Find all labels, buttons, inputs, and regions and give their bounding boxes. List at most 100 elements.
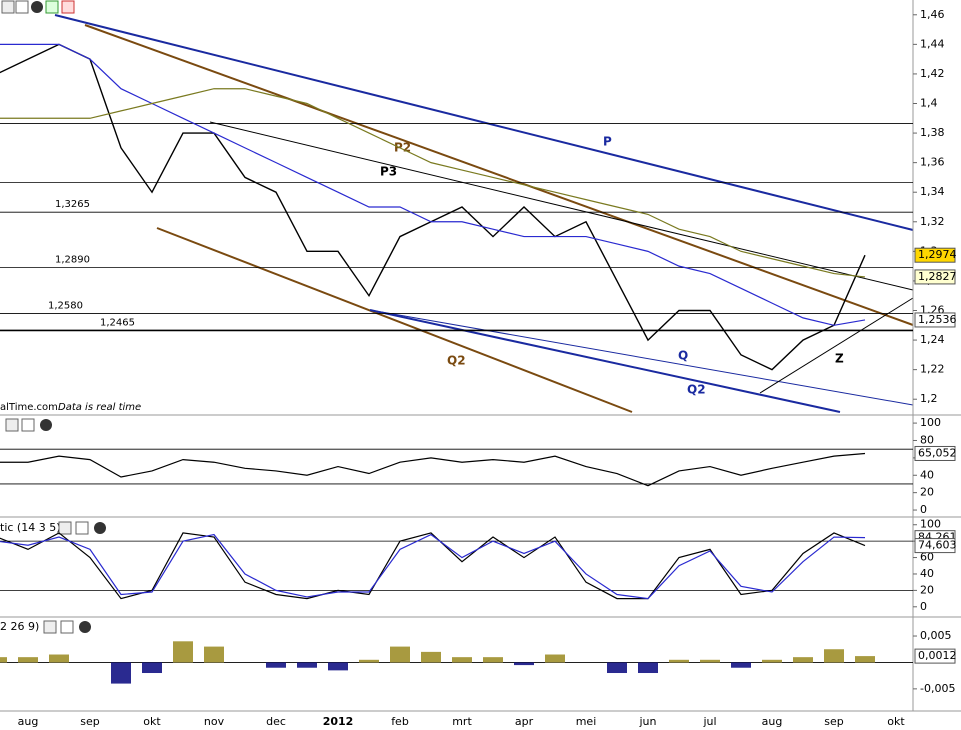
series-line xyxy=(0,43,866,326)
y-tick-label: -0,005 xyxy=(920,682,955,695)
bar xyxy=(328,662,348,671)
icon-window[interactable] xyxy=(21,418,35,432)
icon-wrench[interactable] xyxy=(5,418,19,432)
icon-close[interactable] xyxy=(79,621,91,633)
bar xyxy=(49,654,69,663)
y-tick-label: 100 xyxy=(920,416,941,429)
bar xyxy=(731,662,751,668)
icon-wrench[interactable] xyxy=(58,521,72,535)
y-tick-label: 1,2 xyxy=(920,392,938,405)
x-tick-label: sep xyxy=(824,715,843,728)
level-label: 1,2890 xyxy=(55,255,90,266)
bar xyxy=(111,662,131,684)
y-tick-label: 1,46 xyxy=(920,8,945,21)
toolbar[interactable] xyxy=(1,0,106,634)
y-tick-label: 100 xyxy=(920,518,941,531)
bar xyxy=(607,662,627,674)
y-tick-label: 1,36 xyxy=(920,156,945,169)
x-tick-label: sep xyxy=(80,715,99,728)
x-tick-label: okt xyxy=(143,715,161,728)
level-label: 1,2580 xyxy=(48,300,83,311)
y-tick-label: 1,44 xyxy=(920,37,945,50)
axis-tag-label: 1,2974 xyxy=(918,248,957,261)
x-tick-label: nov xyxy=(204,715,225,728)
y-tick-label: 0 xyxy=(920,600,927,613)
trend-line-p xyxy=(54,14,914,231)
axis-tag xyxy=(914,269,956,285)
trend-lines xyxy=(54,14,914,413)
axis-tag xyxy=(914,538,956,554)
annotation: Z xyxy=(835,352,844,366)
trend-line-q xyxy=(369,309,914,406)
axis-tag xyxy=(914,312,956,328)
y-tick-label: 1,32 xyxy=(920,215,945,228)
series-line xyxy=(0,88,866,278)
x-tick-label: dec xyxy=(266,715,286,728)
bar xyxy=(452,657,472,663)
icon-close[interactable] xyxy=(40,419,52,431)
icon-window[interactable] xyxy=(75,521,89,535)
bar xyxy=(700,659,720,663)
icon-up[interactable] xyxy=(45,0,59,14)
bar xyxy=(638,662,658,674)
icon-down[interactable] xyxy=(61,0,75,14)
icon-wrench[interactable] xyxy=(1,0,15,14)
bar xyxy=(18,657,38,663)
y-tick-label: 1,42 xyxy=(920,67,945,80)
trend-line-p2 xyxy=(84,24,914,326)
bar xyxy=(297,662,317,668)
x-tick-label: aug xyxy=(762,715,783,728)
y-tick-label: 1,4 xyxy=(920,97,938,110)
x-tick-label: jun xyxy=(639,715,657,728)
y-tick-label: 20 xyxy=(920,583,934,596)
bar xyxy=(0,657,7,663)
y-tick-label: 1,38 xyxy=(920,126,945,139)
x-tick-label: mei xyxy=(576,715,597,728)
axis-tag xyxy=(914,445,956,461)
bar xyxy=(204,646,224,663)
x-tick-label: okt xyxy=(887,715,905,728)
x-tick-label: apr xyxy=(515,715,534,728)
bar xyxy=(390,646,410,663)
y-tick-label: 1,34 xyxy=(920,185,945,198)
icon-wrench[interactable] xyxy=(43,620,57,634)
y-tick-label: 1,22 xyxy=(920,363,945,376)
annotation: P xyxy=(603,135,612,149)
y-tick-label: 1,24 xyxy=(920,333,945,346)
bar xyxy=(266,662,286,668)
x-tick-label: aug xyxy=(18,715,39,728)
icon-window[interactable] xyxy=(60,620,74,634)
bar xyxy=(359,659,379,663)
note: Data is real time xyxy=(58,402,141,413)
axis-tag-label: 74,603 xyxy=(918,539,957,552)
x-tick-label: feb xyxy=(391,715,409,728)
icon-close[interactable] xyxy=(31,1,43,13)
bar xyxy=(669,659,689,663)
annotation: Q xyxy=(678,349,688,363)
icon-window[interactable] xyxy=(15,0,29,14)
y-tick-label: 40 xyxy=(920,567,934,580)
annotation: Q2 xyxy=(687,383,706,397)
y-tick-label: 0,005 xyxy=(920,629,952,642)
axis-tag-label: 1,2536 xyxy=(918,313,957,326)
bar xyxy=(173,641,193,663)
x-tick-label: jul xyxy=(702,715,716,728)
icon-close[interactable] xyxy=(94,522,106,534)
panel-title: tic (14 3 5) xyxy=(0,521,60,534)
axis-tag-label: 0,0012 xyxy=(918,649,957,662)
y-tick-label: 60 xyxy=(920,551,934,564)
trend-line-p3 xyxy=(209,121,914,291)
axis-tag-label: 1,2827 xyxy=(918,270,957,283)
series-line xyxy=(0,533,866,600)
axis-tag xyxy=(914,247,956,263)
axis-tag xyxy=(914,648,956,664)
frame xyxy=(0,0,961,712)
y-tick-label: 40 xyxy=(920,468,934,481)
bar xyxy=(514,662,534,666)
y-tick-label: 20 xyxy=(920,486,934,499)
axis-tag-label: 65,052 xyxy=(918,446,957,459)
bar xyxy=(855,656,875,663)
bar xyxy=(483,657,503,663)
